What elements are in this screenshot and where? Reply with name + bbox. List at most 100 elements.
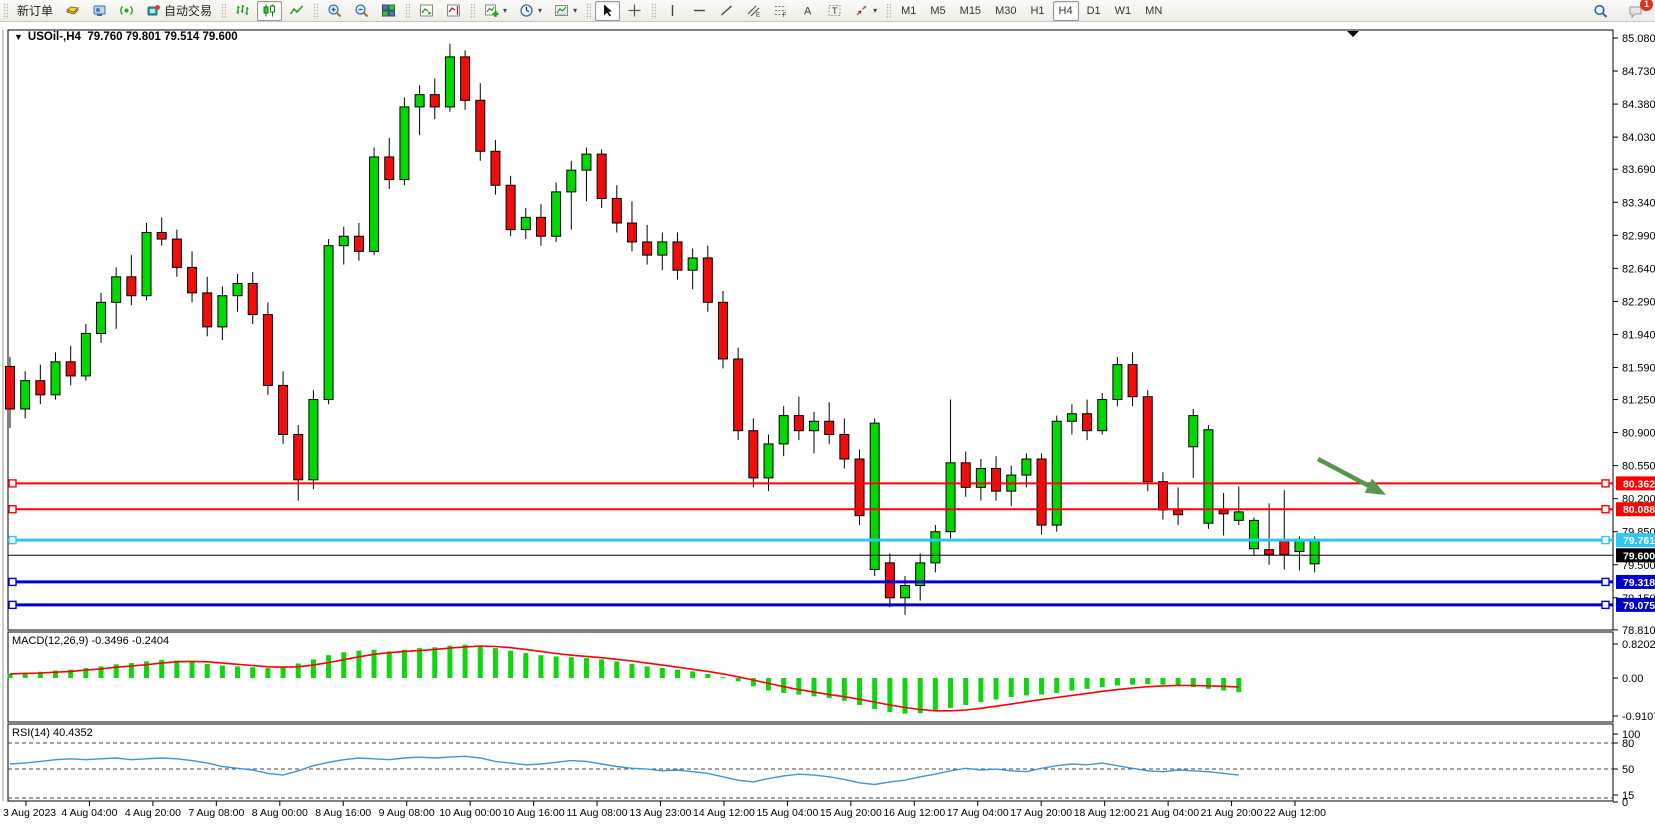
deposit-icon[interactable] bbox=[60, 1, 85, 21]
notification-badge: 1 bbox=[1640, 0, 1653, 11]
candle-body bbox=[1173, 509, 1184, 516]
candle-body bbox=[717, 301, 728, 360]
macd-bar bbox=[538, 655, 544, 678]
text-icon-icon: A bbox=[800, 3, 815, 18]
cursor-icon[interactable] bbox=[595, 0, 621, 21]
toolbar-group-handle[interactable] bbox=[3, 2, 8, 19]
arrows-icon[interactable]: ▾ bbox=[849, 1, 882, 21]
notifications-icon[interactable]: 1 bbox=[1623, 0, 1653, 21]
new-order-button[interactable]: 新订单 bbox=[17, 4, 54, 18]
candle-body bbox=[156, 231, 167, 240]
toolbar-group-handle[interactable] bbox=[405, 2, 411, 19]
tile-windows-icon[interactable] bbox=[376, 1, 401, 21]
dropdown-caret-icon[interactable]: ▾ bbox=[538, 6, 543, 15]
time-axis-label: 21 Aug 20:00 bbox=[1201, 807, 1263, 819]
toolbar-group-handle[interactable] bbox=[221, 2, 227, 19]
time-axis-label: 7 Aug 08:00 bbox=[188, 807, 244, 819]
candle-body bbox=[778, 415, 789, 445]
toolbar-group-handle[interactable] bbox=[651, 2, 657, 19]
line-chart-icon-icon bbox=[289, 3, 304, 18]
text-label-icon[interactable]: T bbox=[822, 1, 847, 21]
horizontal-line-icon[interactable] bbox=[687, 1, 712, 21]
candle-chart-icon[interactable] bbox=[257, 0, 283, 21]
search-icon[interactable] bbox=[1588, 1, 1613, 21]
timeframe-d1[interactable]: D1 bbox=[1086, 4, 1101, 17]
candle-body bbox=[824, 420, 835, 435]
equidistant-channel-icon[interactable]: E bbox=[741, 1, 766, 21]
macd-bar bbox=[128, 663, 134, 678]
text-icon[interactable]: A bbox=[795, 1, 820, 21]
timeframe-h4[interactable]: H4 bbox=[1052, 0, 1079, 21]
timeframe-m5[interactable]: M5 bbox=[930, 4, 946, 17]
macd-bar bbox=[1221, 678, 1227, 691]
templates-icon[interactable]: ▾ bbox=[549, 1, 582, 21]
time-axis-label: 10 Aug 00:00 bbox=[439, 807, 501, 819]
line-anchor-handle bbox=[8, 600, 17, 610]
candle-body bbox=[202, 292, 213, 328]
dropdown-caret-icon[interactable]: ▾ bbox=[873, 6, 878, 15]
price-axis-label: 81.940 bbox=[1622, 329, 1655, 341]
candle-body bbox=[869, 422, 880, 570]
macd-bar bbox=[978, 678, 984, 703]
dropdown-caret-icon[interactable]: ▾ bbox=[573, 6, 578, 15]
main-toolbar: 新订单 自动交易 ▾ ▾ ▾ E F A T ▾ M1 M5 M15 M30 H1 H4 D1 W1 MN 1 bbox=[0, 0, 1655, 22]
chart-menu-caret-icon[interactable]: ▼ bbox=[14, 32, 23, 42]
trendline-icon[interactable] bbox=[714, 1, 739, 21]
price-panel bbox=[7, 29, 1614, 631]
text-label-icon-icon: T bbox=[827, 3, 842, 18]
auto-scroll-icon[interactable] bbox=[414, 1, 439, 21]
candle-body bbox=[126, 276, 137, 297]
zoom-in-icon[interactable] bbox=[322, 1, 347, 21]
crosshair-icon[interactable] bbox=[622, 1, 647, 21]
toolbar-group-handle[interactable] bbox=[886, 2, 892, 19]
timeframe-h1[interactable]: H1 bbox=[1030, 4, 1045, 17]
candle-body bbox=[111, 276, 122, 303]
market-watch-icon[interactable] bbox=[87, 1, 112, 21]
macd-bar bbox=[705, 673, 711, 678]
price-tag bbox=[1616, 502, 1655, 517]
candle-body bbox=[414, 94, 425, 108]
macd-bar bbox=[265, 668, 271, 678]
toolbar-group-handle[interactable] bbox=[470, 2, 476, 19]
autotrade-button[interactable]: 自动交易 bbox=[141, 1, 217, 21]
time-axis-label: 13 Aug 23:00 bbox=[630, 807, 692, 819]
line-chart-icon[interactable] bbox=[284, 1, 309, 21]
templates-icon-icon bbox=[554, 3, 569, 18]
macd-bar bbox=[690, 671, 696, 678]
bar-chart-icon[interactable] bbox=[230, 1, 255, 21]
timeframe-m1[interactable]: M1 bbox=[901, 4, 917, 17]
candle-body bbox=[141, 231, 152, 297]
chart-canvas[interactable]: 85.080 84.730 84.380 84.030 83.690 83.340 82.9… bbox=[0, 22, 1655, 834]
fibonacci-icon[interactable]: F bbox=[768, 1, 793, 21]
macd-bar bbox=[189, 662, 195, 678]
chart-shift-icon[interactable] bbox=[441, 1, 466, 21]
candle-body bbox=[353, 235, 364, 252]
candle-body bbox=[278, 384, 289, 435]
vertical-line-icon[interactable] bbox=[660, 1, 685, 21]
new-chart-icon-icon bbox=[484, 3, 499, 18]
candle-body bbox=[839, 433, 850, 460]
macd-bar bbox=[841, 678, 847, 701]
line-anchor-handle bbox=[8, 479, 17, 488]
toolbar-group-handle[interactable] bbox=[586, 2, 592, 19]
vertical-line-icon-icon bbox=[665, 3, 680, 18]
timeframe-m30[interactable]: M30 bbox=[995, 4, 1017, 17]
zoom-out-icon[interactable] bbox=[349, 1, 374, 21]
new-chart-icon[interactable]: ▾ bbox=[479, 1, 512, 21]
price-axis-label: 81.590 bbox=[1622, 362, 1655, 374]
timeframe-w1[interactable]: W1 bbox=[1114, 4, 1132, 17]
candle-body bbox=[96, 301, 107, 334]
macd-bar bbox=[174, 660, 180, 678]
candle-body bbox=[945, 462, 956, 533]
dropdown-caret-icon[interactable]: ▾ bbox=[503, 6, 508, 15]
chart-window[interactable]: 85.080 84.730 84.380 84.030 83.690 83.340 82.9… bbox=[0, 22, 1655, 834]
candle-body bbox=[1036, 458, 1047, 526]
timeframe-mn[interactable]: MN bbox=[1145, 4, 1163, 17]
macd-bar bbox=[917, 678, 923, 714]
macd-bar bbox=[68, 669, 74, 678]
periods-icon[interactable]: ▾ bbox=[514, 1, 547, 21]
signals-icon[interactable] bbox=[114, 1, 139, 21]
macd-bar bbox=[614, 661, 620, 678]
timeframe-m15[interactable]: M15 bbox=[959, 4, 982, 17]
toolbar-group-handle[interactable] bbox=[313, 2, 319, 19]
